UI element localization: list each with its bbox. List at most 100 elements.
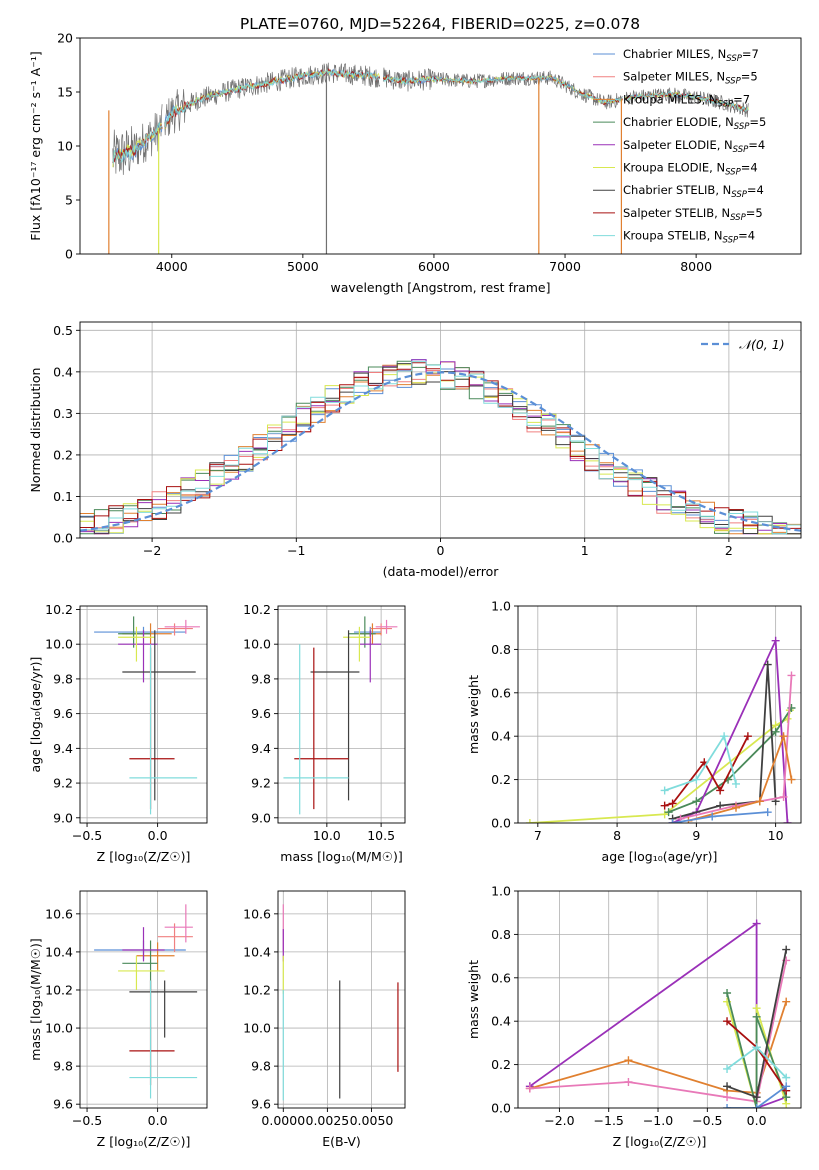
y-tick-label: 10 (57, 139, 73, 154)
legend-label: 𝒩(0, 1) (739, 337, 785, 352)
y-tick-label: 10.6 (45, 906, 73, 921)
x-tick-label: 8000 (680, 259, 712, 274)
x-tick-label: 0.0050 (350, 1113, 394, 1128)
normal-curve (80, 371, 801, 532)
y-tick-label: 0.1 (53, 489, 73, 504)
weight-marker (755, 797, 764, 806)
weight-marker (787, 775, 796, 784)
x-tick-label: 0 (437, 543, 445, 558)
y-tick-label: 5 (65, 193, 73, 208)
x-tick-label: 7 (534, 828, 542, 843)
x-tick-label: 0.0025 (306, 1113, 350, 1128)
x-tick-label: 8 (613, 828, 621, 843)
y-tick-label: 9.0 (251, 810, 271, 825)
chart-weight-vs-Z: −2.0 −1.5 −1.0 −0.5 0.0 0.0 0.2 0.4 0.6 0.8 1.0 Z [… (466, 884, 802, 1149)
x-axis-label: Z [log₁₀(Z/Z☉)] (613, 1134, 707, 1149)
legend-label: Chabrier MILES, NSSP=7 (623, 47, 759, 64)
y-tick-label: 0.6 (491, 970, 511, 985)
weight-marker (723, 1093, 732, 1102)
y-tick-label: 9.4 (53, 741, 73, 756)
weight-marker (731, 779, 740, 788)
y-axis-label: mass [log₁₀(M/M☉)] (28, 938, 43, 1060)
x-tick-label: 1 (581, 543, 589, 558)
y-tick-label: 10.2 (243, 602, 271, 617)
axes-frame (517, 890, 802, 1109)
legend-label: Chabrier STELIB, NSSP=4 (623, 183, 764, 200)
y-tick-label: 0.8 (491, 927, 511, 942)
y-axis-label: Normed distribution (28, 368, 43, 493)
y-tick-label: 0.4 (491, 1014, 511, 1029)
legend-label-sub: SSP (733, 145, 749, 155)
x-tick-label: 6000 (418, 259, 450, 274)
y-tick-label: 10.6 (243, 906, 271, 921)
axes-frame (79, 890, 208, 1109)
weight-marker (782, 945, 791, 954)
chart-age-vs-Z: −0.5 0.0 9.0 9.2 9.4 9.6 9.8 10.0 10.2 Z [log₁₀(Z… (28, 602, 208, 864)
weight-line-kroupa_stelib (664, 733, 737, 792)
x-tick-label: 10.0 (313, 828, 341, 843)
y-tick-label: 0.3 (53, 406, 73, 421)
legend-label: Chabrier ELODIE, NSSP=5 (623, 115, 766, 132)
x-tick-label: 7000 (549, 259, 581, 274)
plot-area (525, 636, 796, 823)
y-tick-label: 10.4 (243, 944, 271, 959)
y-tick-label: 1.0 (491, 884, 511, 899)
y-tick-label: 9.8 (251, 1059, 271, 1074)
legend-label-main: Salpeter STELIB, N (623, 206, 730, 220)
plot-area (525, 919, 791, 1108)
legend-label-main: Salpeter ELODIE, N (623, 138, 733, 152)
legend-label-main: Chabrier MILES, N (623, 47, 726, 61)
y-tick-label: 10.4 (45, 944, 73, 959)
weight-marker (720, 732, 729, 741)
legend-label-sub: SSP (730, 213, 746, 223)
x-tick-label: 9 (692, 828, 700, 843)
weight-marker (692, 775, 701, 784)
legend-label-n: =4 (747, 183, 764, 197)
weight-marker (716, 801, 725, 810)
weight-marker (782, 1082, 791, 1091)
legend-label: Kroupa STELIB, NSSP=4 (623, 229, 755, 246)
y-tick-label: 9.0 (53, 810, 73, 825)
axes-frame (517, 605, 802, 824)
x-tick-label: 2 (725, 543, 733, 558)
weight-marker (763, 808, 772, 817)
weight-marker (752, 1104, 761, 1108)
weight-marker (783, 819, 792, 823)
legend-label-n: =7 (733, 92, 750, 106)
weight-marker (723, 988, 732, 997)
weight-marker (624, 1077, 633, 1086)
axes-frame (277, 605, 406, 824)
x-tick-label: −0.5 (692, 1113, 722, 1128)
x-tick-label: 0.0000 (261, 1113, 305, 1128)
weight-marker (708, 812, 717, 821)
legend-label-main: Salpeter MILES, N (623, 70, 725, 84)
legend-label-main: Chabrier ELODIE, N (623, 115, 734, 129)
legend-label: Salpeter STELIB, NSSP=5 (623, 206, 763, 223)
legend-label-n: =5 (749, 115, 766, 129)
x-tick-label: −2.0 (544, 1113, 574, 1128)
y-axis-label: Flux [fλ10⁻¹⁷ erg cm⁻² s⁻¹ A⁻¹] (28, 51, 43, 240)
weight-marker (660, 786, 669, 795)
y-tick-label: 0.4 (53, 364, 73, 379)
legend-label-n: =5 (746, 206, 763, 220)
legend-label-sub: SSP (725, 168, 741, 178)
chart-spectrum: 4000 5000 6000 7000 8000 0 5 10 15 20 wavelength [… (28, 31, 802, 295)
x-axis-label: mass [log₁₀(M/M☉)] (280, 849, 402, 864)
legend-label-sub: SSP (725, 77, 741, 87)
y-tick-label: 0.8 (491, 642, 511, 657)
x-axis-label: Z [log₁₀(Z/Z☉)] (97, 1134, 191, 1149)
y-axis-label: mass weight (466, 960, 481, 1039)
weight-line-chabrier_elodie (726, 992, 788, 1108)
weight-marker (692, 797, 701, 806)
x-tick-label: −1.0 (643, 1113, 673, 1128)
legend-label-main: Kroupa ELODIE, N (623, 161, 725, 175)
y-tick-label: 9.2 (53, 776, 73, 791)
y-tick-label: 10.2 (45, 982, 73, 997)
weight-marker (763, 660, 772, 669)
x-axis-label: wavelength [Angstrom, rest frame] (330, 280, 550, 295)
observed-spectrum (112, 62, 749, 175)
weight-marker (782, 1073, 791, 1082)
chart-residuals: −2 −1 0 1 2 0.0 0.1 0.2 0.3 0.4 0.5 (data-model)/er… (28, 321, 802, 579)
weight-marker (752, 1093, 761, 1102)
